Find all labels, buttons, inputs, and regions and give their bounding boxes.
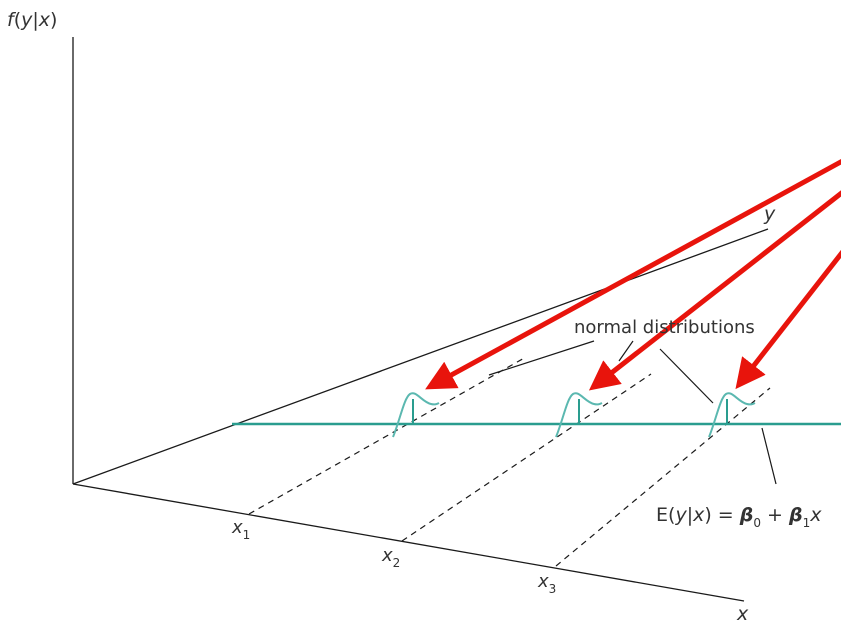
x-axis-label: x <box>736 603 749 623</box>
normal-distributions-label: normal distributions <box>574 317 755 338</box>
regression-equation: E(y|x) = β0 + β1x <box>656 504 822 530</box>
tick-label-x1: x1 <box>231 517 250 542</box>
normal-curve-3 <box>708 392 756 438</box>
y-axis <box>72 228 769 485</box>
leader-line-3 <box>659 348 714 404</box>
y-axis-label: y <box>763 203 776 225</box>
normal-curve-2 <box>555 392 603 438</box>
guide-line-x1 <box>248 356 527 515</box>
leader-line-1 <box>488 340 595 376</box>
red-arrow-2 <box>588 190 841 391</box>
x-axis <box>72 483 745 602</box>
leader-line-2 <box>618 340 634 362</box>
tick-label-x3: x3 <box>537 571 556 596</box>
guide-line-x3 <box>555 387 771 567</box>
guide-line-x2 <box>401 373 652 542</box>
red-arrow-3 <box>735 249 841 390</box>
vertical-axis-label: f(y|x) <box>7 9 57 31</box>
red-arrow-1 <box>425 158 841 390</box>
normal-curve-1 <box>392 392 440 438</box>
leader-line-equation <box>761 427 777 485</box>
tick-label-x2: x2 <box>381 545 400 570</box>
